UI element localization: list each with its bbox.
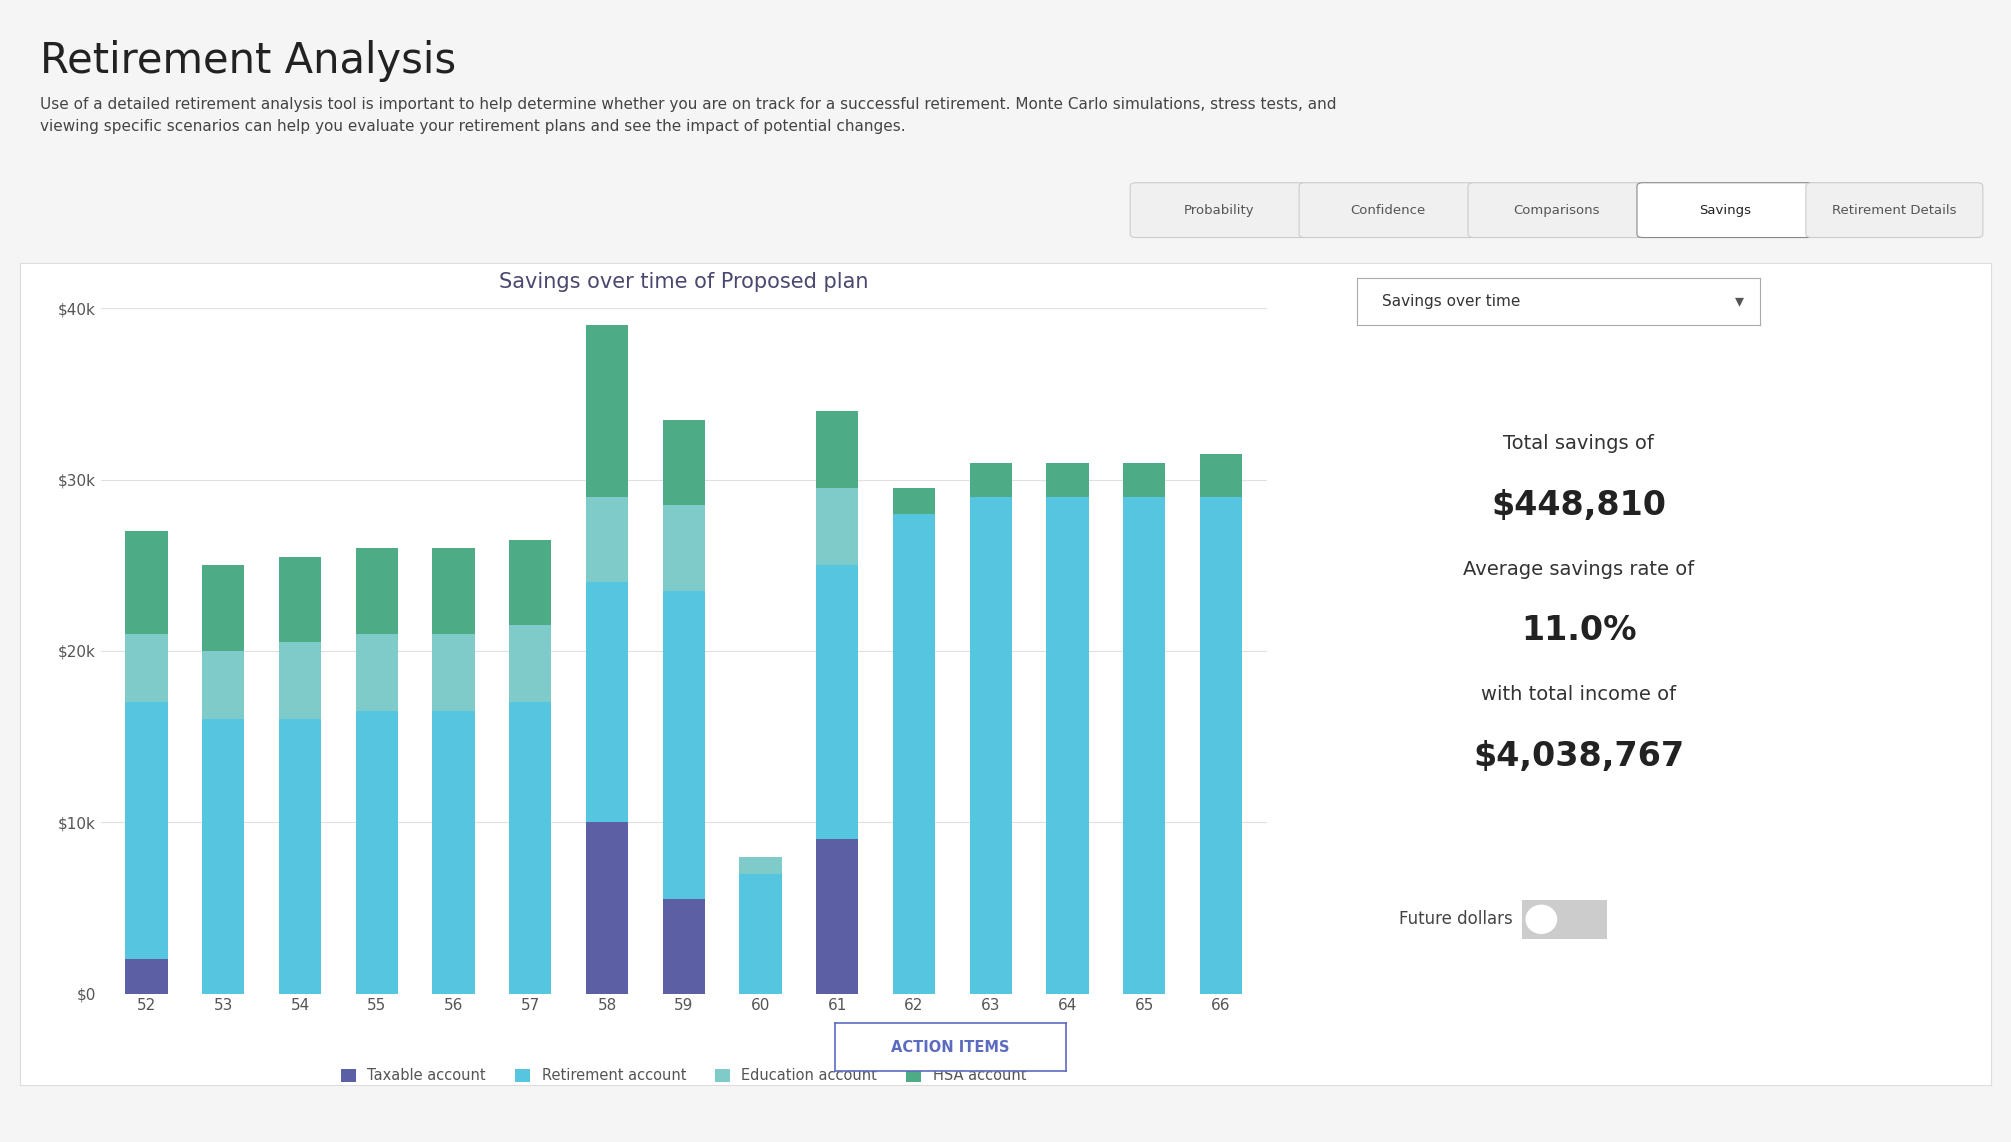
Bar [816,565,859,839]
Bar [432,548,475,634]
Bar [280,719,322,994]
Text: ▾: ▾ [1735,292,1744,311]
Text: Total savings of: Total savings of [1502,434,1655,453]
Circle shape [1526,906,1557,933]
Text: Future dollars: Future dollars [1398,910,1512,928]
Text: Confidence: Confidence [1349,203,1426,217]
Bar [509,626,551,702]
Bar [969,497,1012,994]
Text: 11.0%: 11.0% [1520,614,1637,648]
Text: Savings: Savings [1699,203,1752,217]
Text: Comparisons: Comparisons [1512,203,1601,217]
Text: Probability: Probability [1182,203,1255,217]
Bar [432,710,475,994]
Text: ACTION ITEMS: ACTION ITEMS [891,1039,1010,1055]
Bar [664,420,704,505]
Bar [432,634,475,710]
Bar [664,592,704,900]
Bar [585,822,627,994]
Bar [509,540,551,626]
Bar [585,325,627,497]
Text: with total income of: with total income of [1480,685,1677,705]
Text: Use of a detailed retirement analysis tool is important to help determine whethe: Use of a detailed retirement analysis to… [40,97,1337,135]
Bar [125,634,167,702]
Bar [664,505,704,592]
Bar [740,856,782,874]
Text: Average savings rate of: Average savings rate of [1464,560,1693,579]
Bar [816,488,859,565]
Text: Retirement Details: Retirement Details [1832,203,1957,217]
Bar [893,514,935,994]
Bar [125,531,167,634]
Bar [585,497,627,582]
Bar [203,565,245,651]
Bar [1046,463,1088,497]
Title: Savings over time of Proposed plan: Savings over time of Proposed plan [499,272,869,291]
Bar [280,557,322,642]
Text: $4,038,767: $4,038,767 [1474,740,1683,773]
Text: $448,810: $448,810 [1490,489,1667,522]
Bar [203,651,245,719]
Bar [816,411,859,489]
Bar [1122,497,1164,994]
Bar [356,548,398,634]
Bar [1046,497,1088,994]
Text: Savings over time: Savings over time [1382,293,1520,309]
Text: Retirement Analysis: Retirement Analysis [40,40,456,82]
Bar [280,642,322,719]
Bar [740,874,782,994]
Bar [585,582,627,822]
Bar [893,488,935,514]
Bar [1201,453,1243,497]
Bar [1122,463,1164,497]
Bar [509,702,551,994]
Bar [969,463,1012,497]
Bar [356,634,398,710]
Bar [125,959,167,994]
FancyBboxPatch shape [1516,896,1613,942]
Legend: Taxable account, Retirement account, Education account, HSA account: Taxable account, Retirement account, Edu… [336,1062,1032,1089]
Bar [125,702,167,959]
Bar [664,900,704,994]
Bar [1201,497,1243,994]
Bar [203,719,245,994]
Bar [356,710,398,994]
Bar [816,839,859,994]
